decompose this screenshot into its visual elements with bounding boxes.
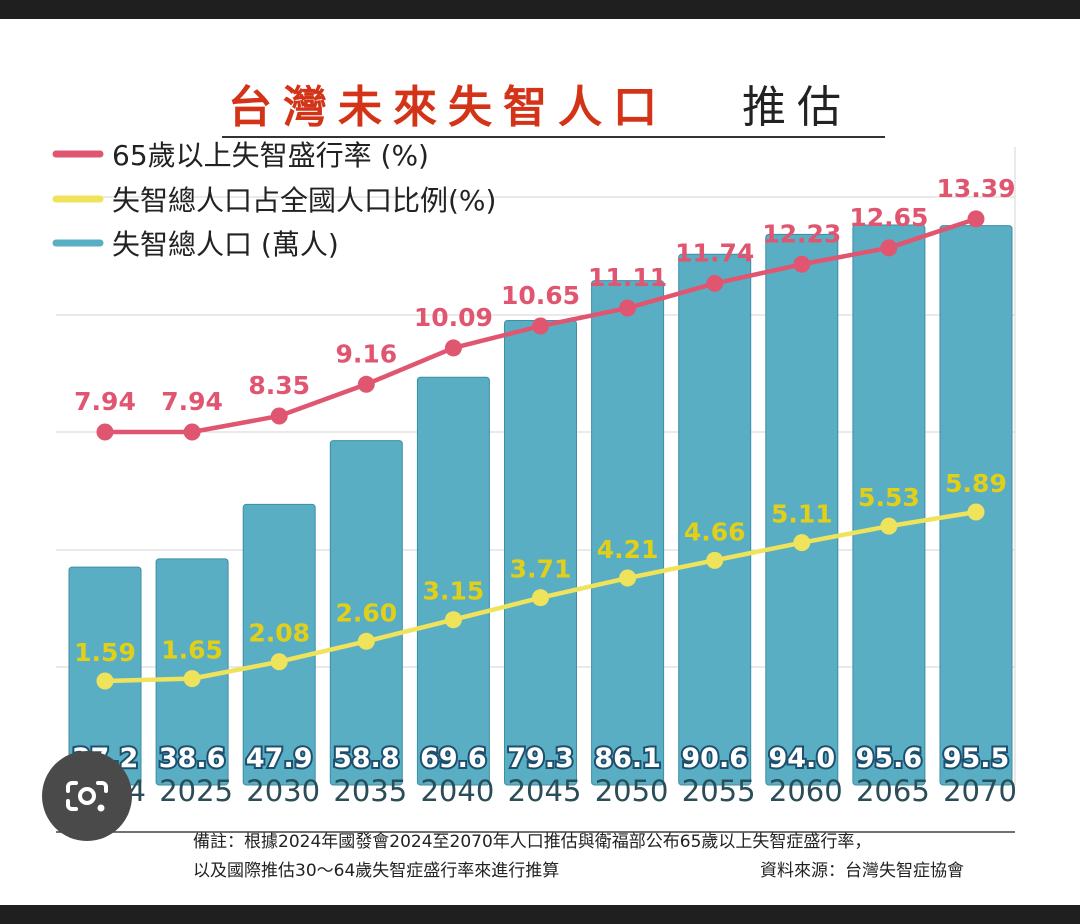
bar-value-label: 95.6 — [856, 743, 923, 774]
prevalence-point — [619, 299, 637, 317]
legend-label-population: 失智總人口 (萬人) — [112, 228, 339, 261]
ratio-point — [880, 517, 898, 535]
prevalence-value-label: 12.65 — [849, 203, 928, 232]
prevalence-point — [270, 407, 288, 425]
chart-title-suffix: 推估 — [742, 82, 852, 133]
prevalence-value-label: 12.23 — [762, 219, 841, 248]
bar-value-label: 86.1 — [594, 743, 661, 774]
bar-2060 — [765, 233, 839, 786]
prevalence-value-label: 9.16 — [335, 339, 397, 368]
ratio-point — [967, 503, 985, 521]
chart-title: 台灣未來失智人口 — [228, 82, 668, 133]
bar-2050 — [591, 280, 665, 786]
bar-2065 — [852, 224, 926, 786]
footnote-line-1: 備註：根據2024年國發會2024至2070年人口推估與衛福部公布65歲以上失智… — [193, 832, 872, 852]
dementia-chart: 台灣未來失智人口 推估 65歲以上失智盛行率 (%) 失智總人口占全國人口比例(… — [52, 82, 1017, 833]
prevalence-value-label: 7.94 — [74, 387, 136, 416]
prevalence-point — [96, 423, 114, 441]
ratio-value-label: 2.60 — [335, 598, 397, 627]
legend-label-ratio: 失智總人口占全國人口比例(%) — [112, 184, 496, 217]
ratio-value-label: 3.15 — [423, 577, 485, 606]
prevalence-point — [967, 210, 985, 228]
ratio-value-label: 2.08 — [248, 619, 310, 648]
prevalence-value-label: 8.35 — [248, 371, 310, 400]
legend-label-prevalence: 65歲以上失智盛行率 (%) — [112, 139, 429, 172]
ratio-value-label: 5.89 — [945, 469, 1007, 498]
legend: 65歲以上失智盛行率 (%) 失智總人口占全國人口比例(%) 失智總人口 (萬人… — [52, 139, 496, 261]
x-tick-label: 2060 — [769, 774, 843, 808]
prevalence-point — [183, 423, 201, 441]
x-tick-label: 2045 — [508, 774, 582, 808]
ratio-value-label: 1.65 — [161, 636, 223, 665]
bar-value-label: 90.6 — [681, 743, 748, 774]
prevalence-point — [880, 239, 898, 257]
data-labels: 37.238.647.958.869.679.386.190.694.095.6… — [70, 174, 1016, 776]
prevalence-value-label: 10.65 — [501, 281, 580, 310]
prevalence-point — [793, 255, 811, 273]
ratio-value-label: 5.11 — [771, 500, 833, 529]
source-note: 資料來源：台灣失智症協會 — [760, 861, 964, 881]
ratio-point — [619, 569, 637, 587]
x-tick-label: 2040 — [420, 774, 494, 808]
bar-2035 — [329, 440, 403, 786]
bar-2045 — [504, 319, 577, 786]
ratio-value-label: 3.71 — [510, 555, 572, 584]
bar-value-label: 79.3 — [507, 743, 574, 774]
prevalence-value-label: 13.39 — [936, 174, 1015, 203]
ratio-value-label: 1.59 — [74, 638, 136, 667]
x-axis: 2024202520302035204020452050205520602065… — [72, 774, 1017, 808]
ratio-value-label: 4.66 — [684, 517, 746, 546]
series-lines — [96, 210, 985, 690]
ratio-point — [444, 611, 462, 629]
x-tick-label: 2035 — [333, 774, 407, 808]
x-tick-label: 2025 — [159, 774, 233, 808]
ratio-point — [96, 672, 114, 690]
lens-icon — [66, 781, 108, 812]
ratio-point — [793, 534, 811, 552]
bar-2030 — [242, 503, 316, 786]
chart-canvas: 台灣未來失智人口 推估 65歲以上失智盛行率 (%) 失智總人口占全國人口比例(… — [0, 19, 1080, 905]
prevalence-point — [706, 274, 724, 292]
bar-value-label: 47.9 — [246, 743, 313, 774]
bar-value-label: 95.5 — [943, 743, 1010, 774]
prevalence-value-label: 10.09 — [414, 303, 493, 332]
prevalence-point — [532, 317, 549, 335]
x-tick-label: 2050 — [595, 774, 669, 808]
prevalence-value-label: 11.74 — [675, 238, 754, 267]
ratio-point — [183, 670, 201, 688]
bar-value-label: 69.6 — [420, 743, 487, 774]
prevalence-value-label: 7.94 — [161, 387, 223, 416]
bar-value-label: 94.0 — [768, 743, 835, 774]
ratio-point — [357, 632, 375, 650]
prevalence-value-label: 11.11 — [588, 263, 667, 292]
ratio-value-label: 4.21 — [597, 535, 659, 564]
bar-value-label: 38.6 — [159, 743, 226, 774]
ratio-point — [532, 589, 549, 607]
footnote-line-2: 以及國際推估30～64歲失智症盛行率來進行推算 — [193, 861, 560, 881]
google-lens-button[interactable] — [42, 751, 132, 841]
bar-2055 — [678, 253, 752, 786]
ratio-point — [706, 551, 724, 569]
x-tick-label: 2070 — [943, 774, 1017, 808]
x-tick-label: 2055 — [682, 774, 756, 808]
prevalence-point — [357, 375, 375, 393]
bar-value-label: 58.8 — [333, 743, 400, 774]
prevalence-point — [444, 339, 462, 357]
bar-2040 — [416, 376, 490, 786]
x-tick-label: 2065 — [856, 774, 930, 808]
ratio-point — [270, 653, 288, 671]
x-tick-label: 2030 — [246, 774, 320, 808]
ratio-value-label: 5.53 — [858, 483, 920, 512]
bars — [68, 224, 1013, 786]
